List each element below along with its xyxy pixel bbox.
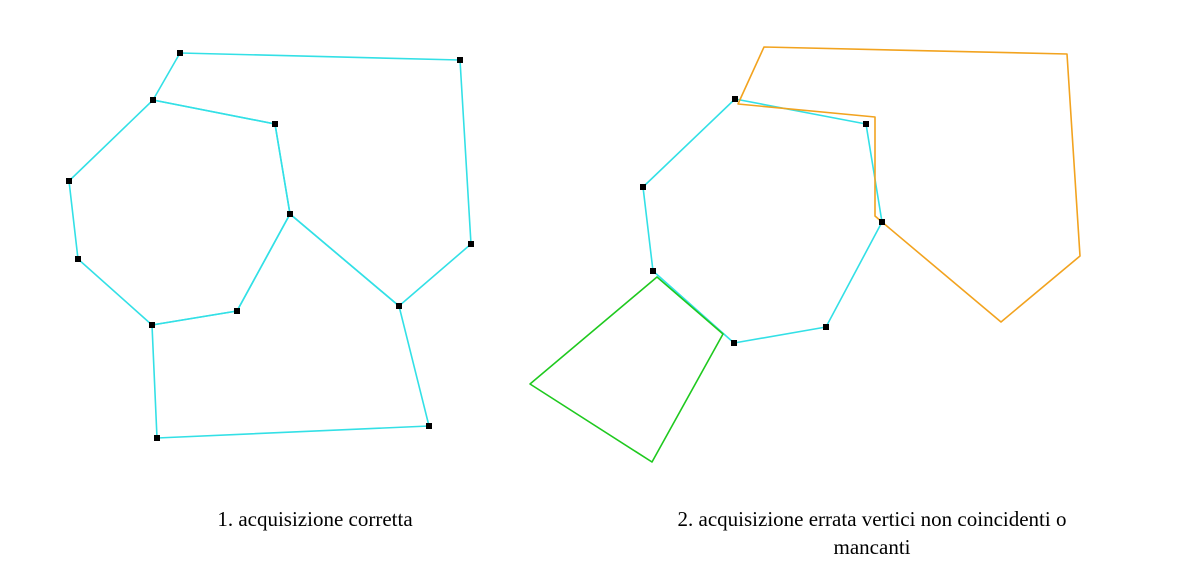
vertex — [863, 121, 869, 127]
vertex — [396, 303, 402, 309]
polygon-cyan — [642, 98, 883, 344]
caption-wrong-line-1: 2. acquisizione errata vertici non coinc… — [677, 507, 1067, 531]
vertex — [879, 219, 885, 225]
vertex — [75, 256, 81, 262]
caption-wrong-line-2: mancanti — [833, 535, 911, 559]
caption-correct-acquisition: 1. acquisizione corretta — [217, 507, 413, 531]
vertices-wrong — [640, 96, 885, 346]
polygon-top — [152, 52, 472, 307]
vertex — [149, 322, 155, 328]
polygon-orange-misaligned — [737, 46, 1081, 323]
vertex — [468, 241, 474, 247]
vertex — [732, 96, 738, 102]
vertex — [66, 178, 72, 184]
vertex — [234, 308, 240, 314]
vertices-correct — [66, 50, 474, 441]
vertex — [426, 423, 432, 429]
panel-wrong-acquisition — [529, 46, 1081, 463]
caption-wrong-acquisition: 2. acquisizione errata vertici non coinc… — [612, 505, 1132, 561]
vertex — [823, 324, 829, 330]
vertex — [731, 340, 737, 346]
vertex — [150, 97, 156, 103]
polygon-green-missing — [529, 276, 724, 463]
vertex — [457, 57, 463, 63]
vertex — [640, 184, 646, 190]
polygon-bottom — [151, 213, 430, 439]
vertex — [287, 211, 293, 217]
vertex — [650, 268, 656, 274]
vertex — [177, 50, 183, 56]
vertex — [272, 121, 278, 127]
polygon-left — [68, 99, 291, 326]
panel-correct-acquisition — [66, 50, 474, 441]
vertex — [154, 435, 160, 441]
